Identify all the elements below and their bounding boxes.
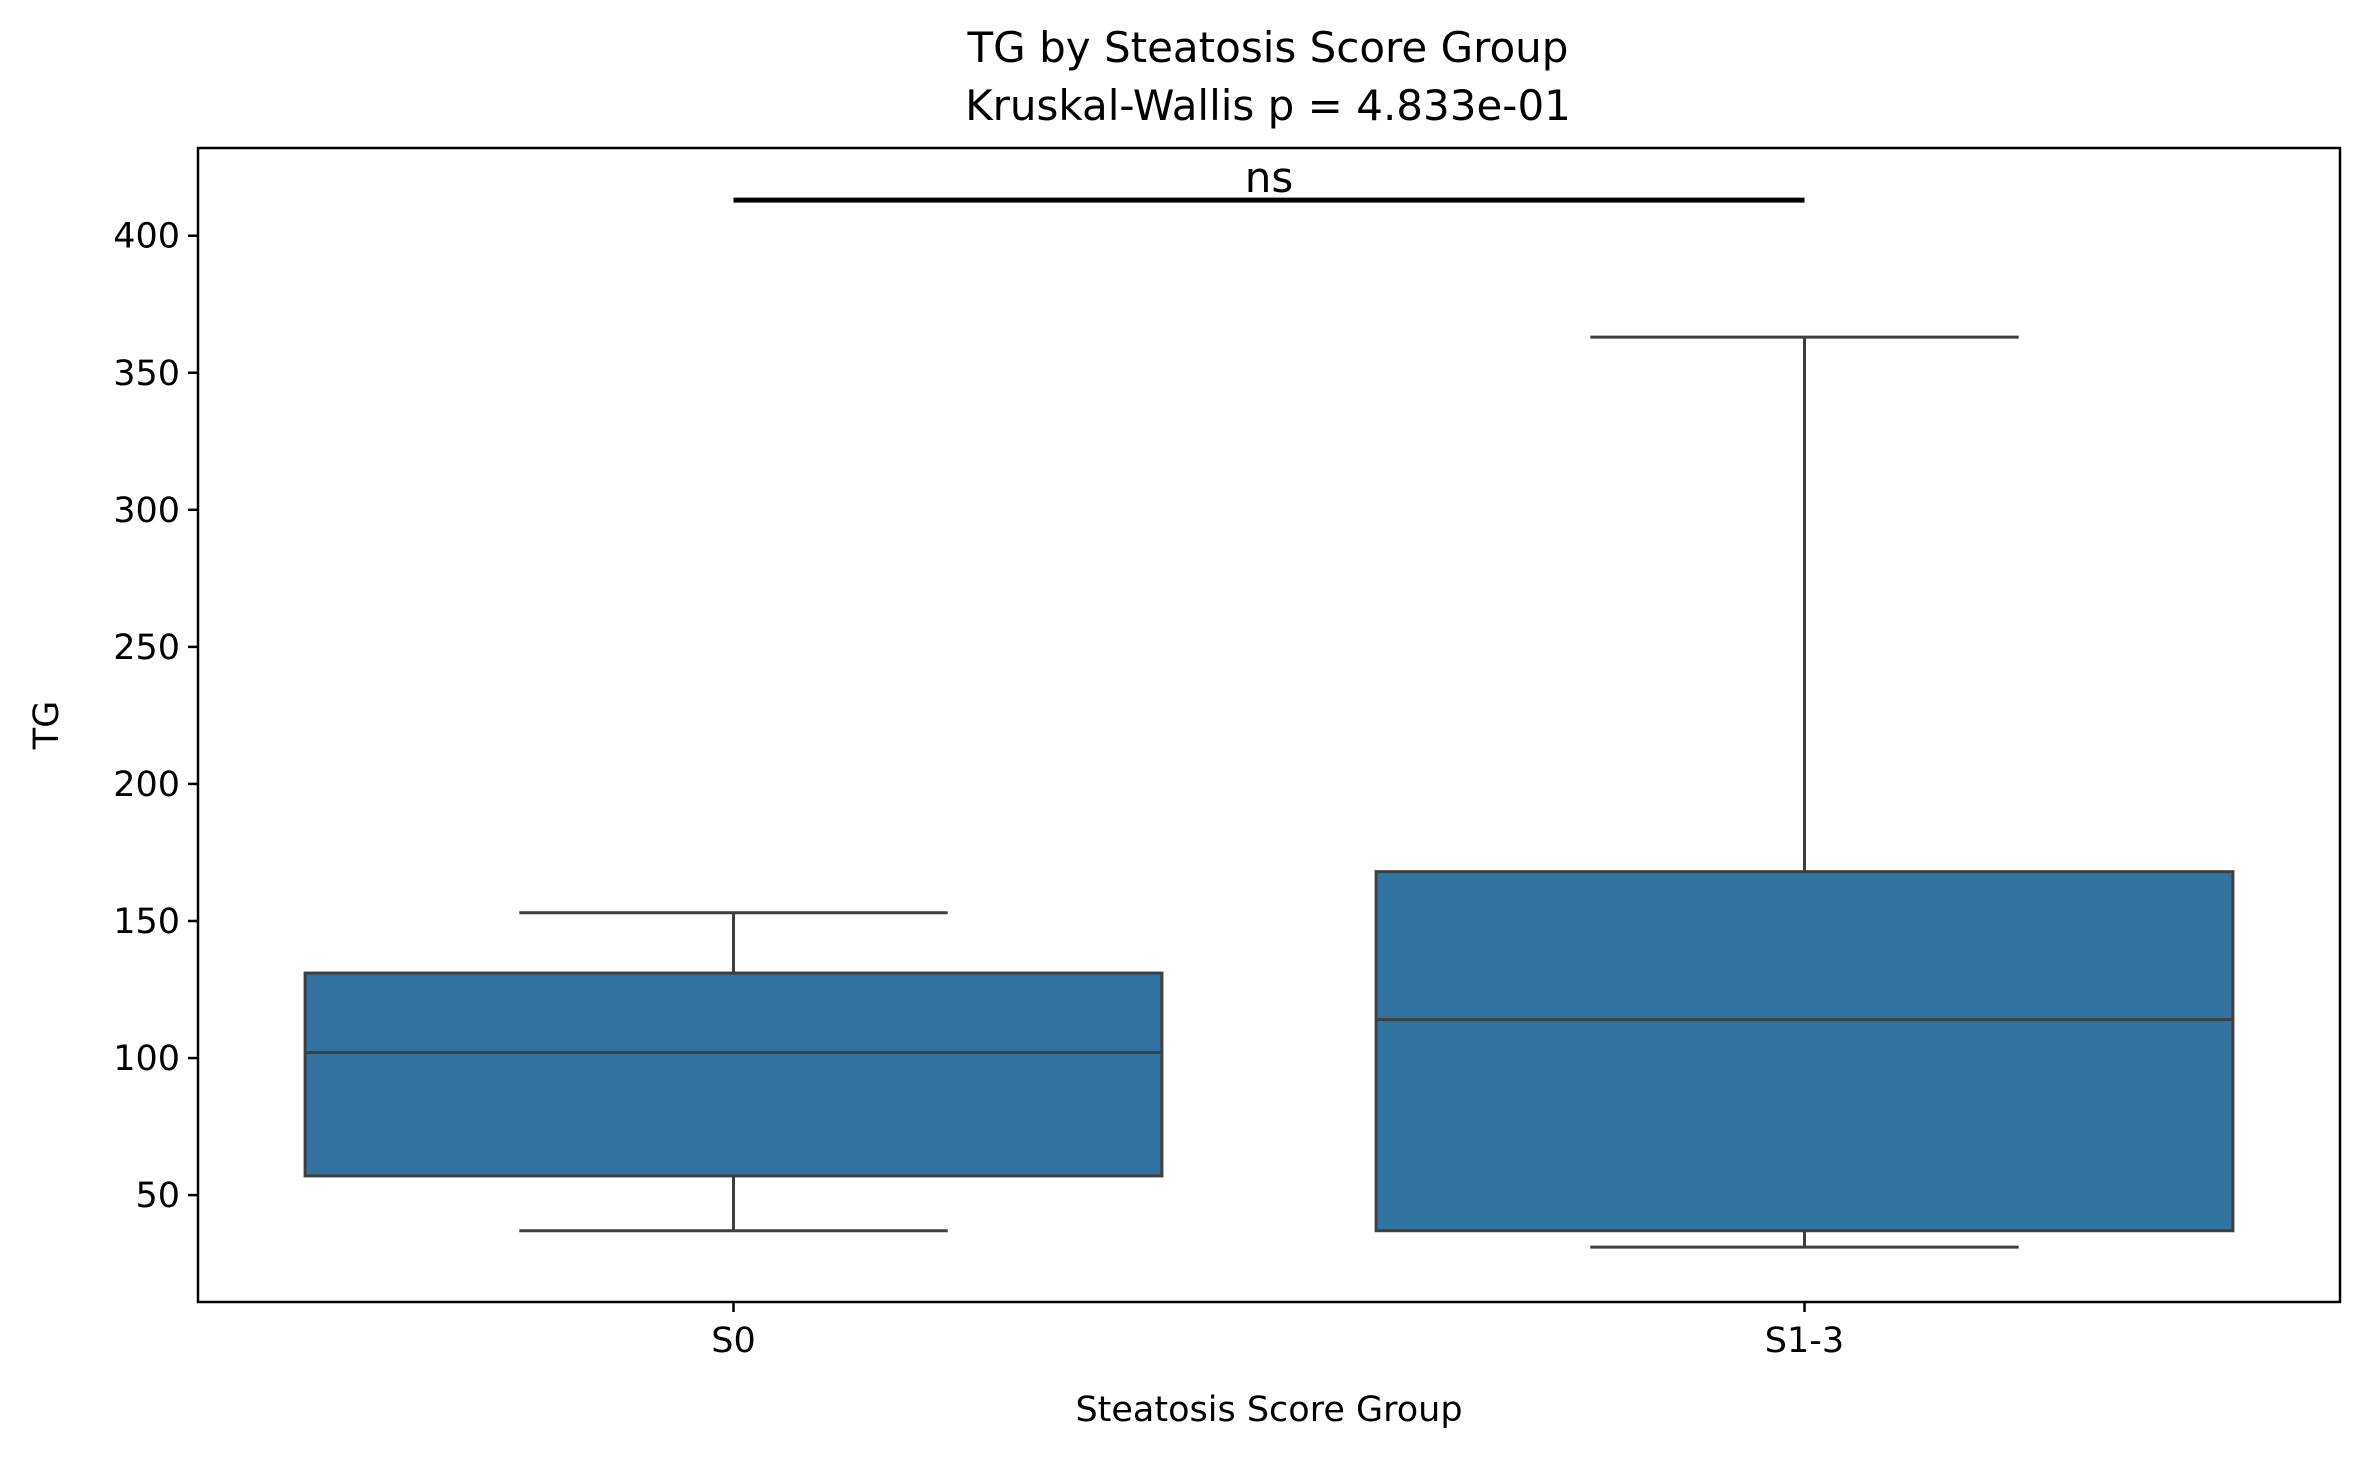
y-tick-label: 150 (113, 902, 180, 942)
x-axis-label: Steatosis Score Group (1075, 1390, 1462, 1430)
y-tick-label: 400 (113, 217, 180, 257)
y-tick-label: 350 (113, 354, 180, 394)
chart-subtitle: Kruskal-Wallis p = 4.833e-01 (965, 81, 1571, 130)
y-tick-label: 200 (113, 765, 180, 805)
significance-label: ns (1245, 153, 1294, 202)
axes-frame (196, 146, 2342, 1304)
plot-area: 50 100 150 200 250 300 350 400 S0 S1-3 ns (113, 153, 2235, 1361)
chart-title: TG by Steatosis Score Group (967, 23, 1569, 72)
box-S0 (303, 971, 1164, 1178)
y-axis-label: TG (27, 701, 67, 751)
y-tick-label: 300 (113, 491, 180, 531)
y-tick-label: 50 (135, 1176, 180, 1216)
x-tick-label: S1-3 (1765, 1321, 1844, 1361)
y-tick-label: 100 (113, 1039, 180, 1079)
y-tick-label: 250 (113, 628, 180, 668)
x-tick-label: S0 (711, 1321, 756, 1361)
box-S1-3 (1374, 870, 2235, 1233)
